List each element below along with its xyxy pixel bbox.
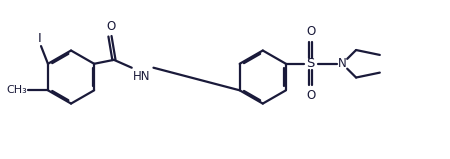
Text: CH₃: CH₃ bbox=[6, 85, 27, 95]
Text: HN: HN bbox=[133, 70, 150, 83]
Text: N: N bbox=[338, 57, 346, 70]
Text: S: S bbox=[306, 57, 315, 70]
Text: O: O bbox=[106, 20, 116, 33]
Text: O: O bbox=[306, 25, 315, 38]
Text: I: I bbox=[38, 32, 42, 45]
Text: O: O bbox=[306, 89, 315, 102]
